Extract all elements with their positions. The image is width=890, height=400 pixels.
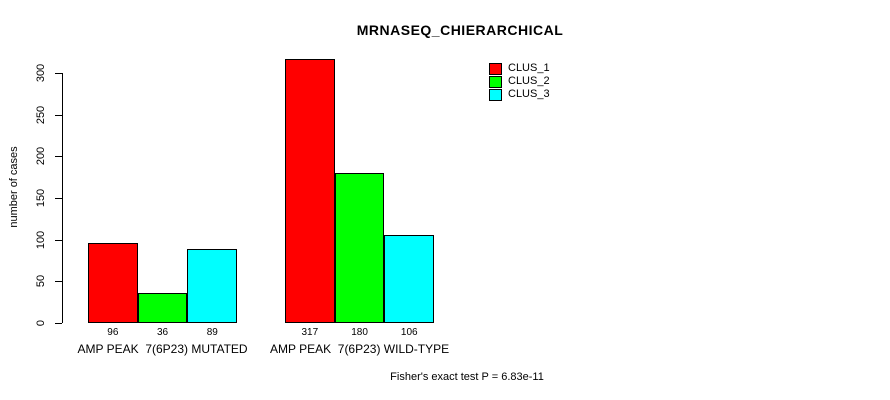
legend-label: CLUS_1: [508, 62, 550, 74]
y-tick-label: 150: [35, 188, 47, 208]
bar: [137, 293, 188, 323]
y-tick: [55, 114, 62, 116]
legend-swatch: [489, 88, 502, 101]
bar-value-label: 89: [206, 327, 218, 338]
y-tick: [55, 239, 62, 241]
y-tick-label: 0: [35, 319, 47, 327]
legend-swatch: [489, 75, 502, 88]
y-tick-label: 200: [35, 147, 47, 166]
bar-value-label: 36: [156, 327, 169, 338]
bar: [384, 234, 435, 323]
legend: CLUS_1 CLUS_2 CLUS_3: [489, 62, 550, 101]
y-axis-line: [62, 73, 63, 323]
bar-value-label: 96: [107, 327, 119, 338]
legend-label: CLUS_2: [508, 75, 550, 87]
y-tick: [55, 156, 62, 158]
y-tick-label: 50: [35, 275, 47, 288]
legend-row: CLUS_2: [489, 75, 550, 88]
y-tick-label: 300: [35, 63, 47, 83]
y-tick: [55, 323, 62, 324]
y-tick: [55, 281, 62, 283]
y-tick: [55, 73, 62, 74]
bar: [88, 243, 138, 323]
legend-row: CLUS_3: [489, 88, 550, 101]
bar-value-label: 106: [400, 327, 418, 338]
legend-label: CLUS_3: [508, 88, 550, 100]
legend-swatch: [489, 62, 502, 75]
y-axis-label: number of cases: [8, 146, 20, 228]
y-tick-label: 100: [35, 230, 47, 249]
y-tick-label: 250: [35, 105, 47, 124]
bar: [187, 248, 238, 323]
bar: [285, 58, 335, 323]
bar-value-label: 317: [301, 327, 319, 338]
bar: [334, 173, 385, 323]
group-label: AMP PEAK 7(6P23) WILD-TYPE: [269, 342, 450, 356]
footer-caption: Fisher's exact test P = 6.83e-11: [390, 371, 544, 383]
bar-value-label: 180: [351, 327, 368, 338]
legend-row: CLUS_1: [489, 62, 550, 75]
y-tick: [55, 198, 62, 199]
chart-title: MRNASEQ_CHIERARCHICAL: [356, 22, 564, 38]
group-label: AMP PEAK 7(6P23) MUTATED: [77, 342, 248, 356]
